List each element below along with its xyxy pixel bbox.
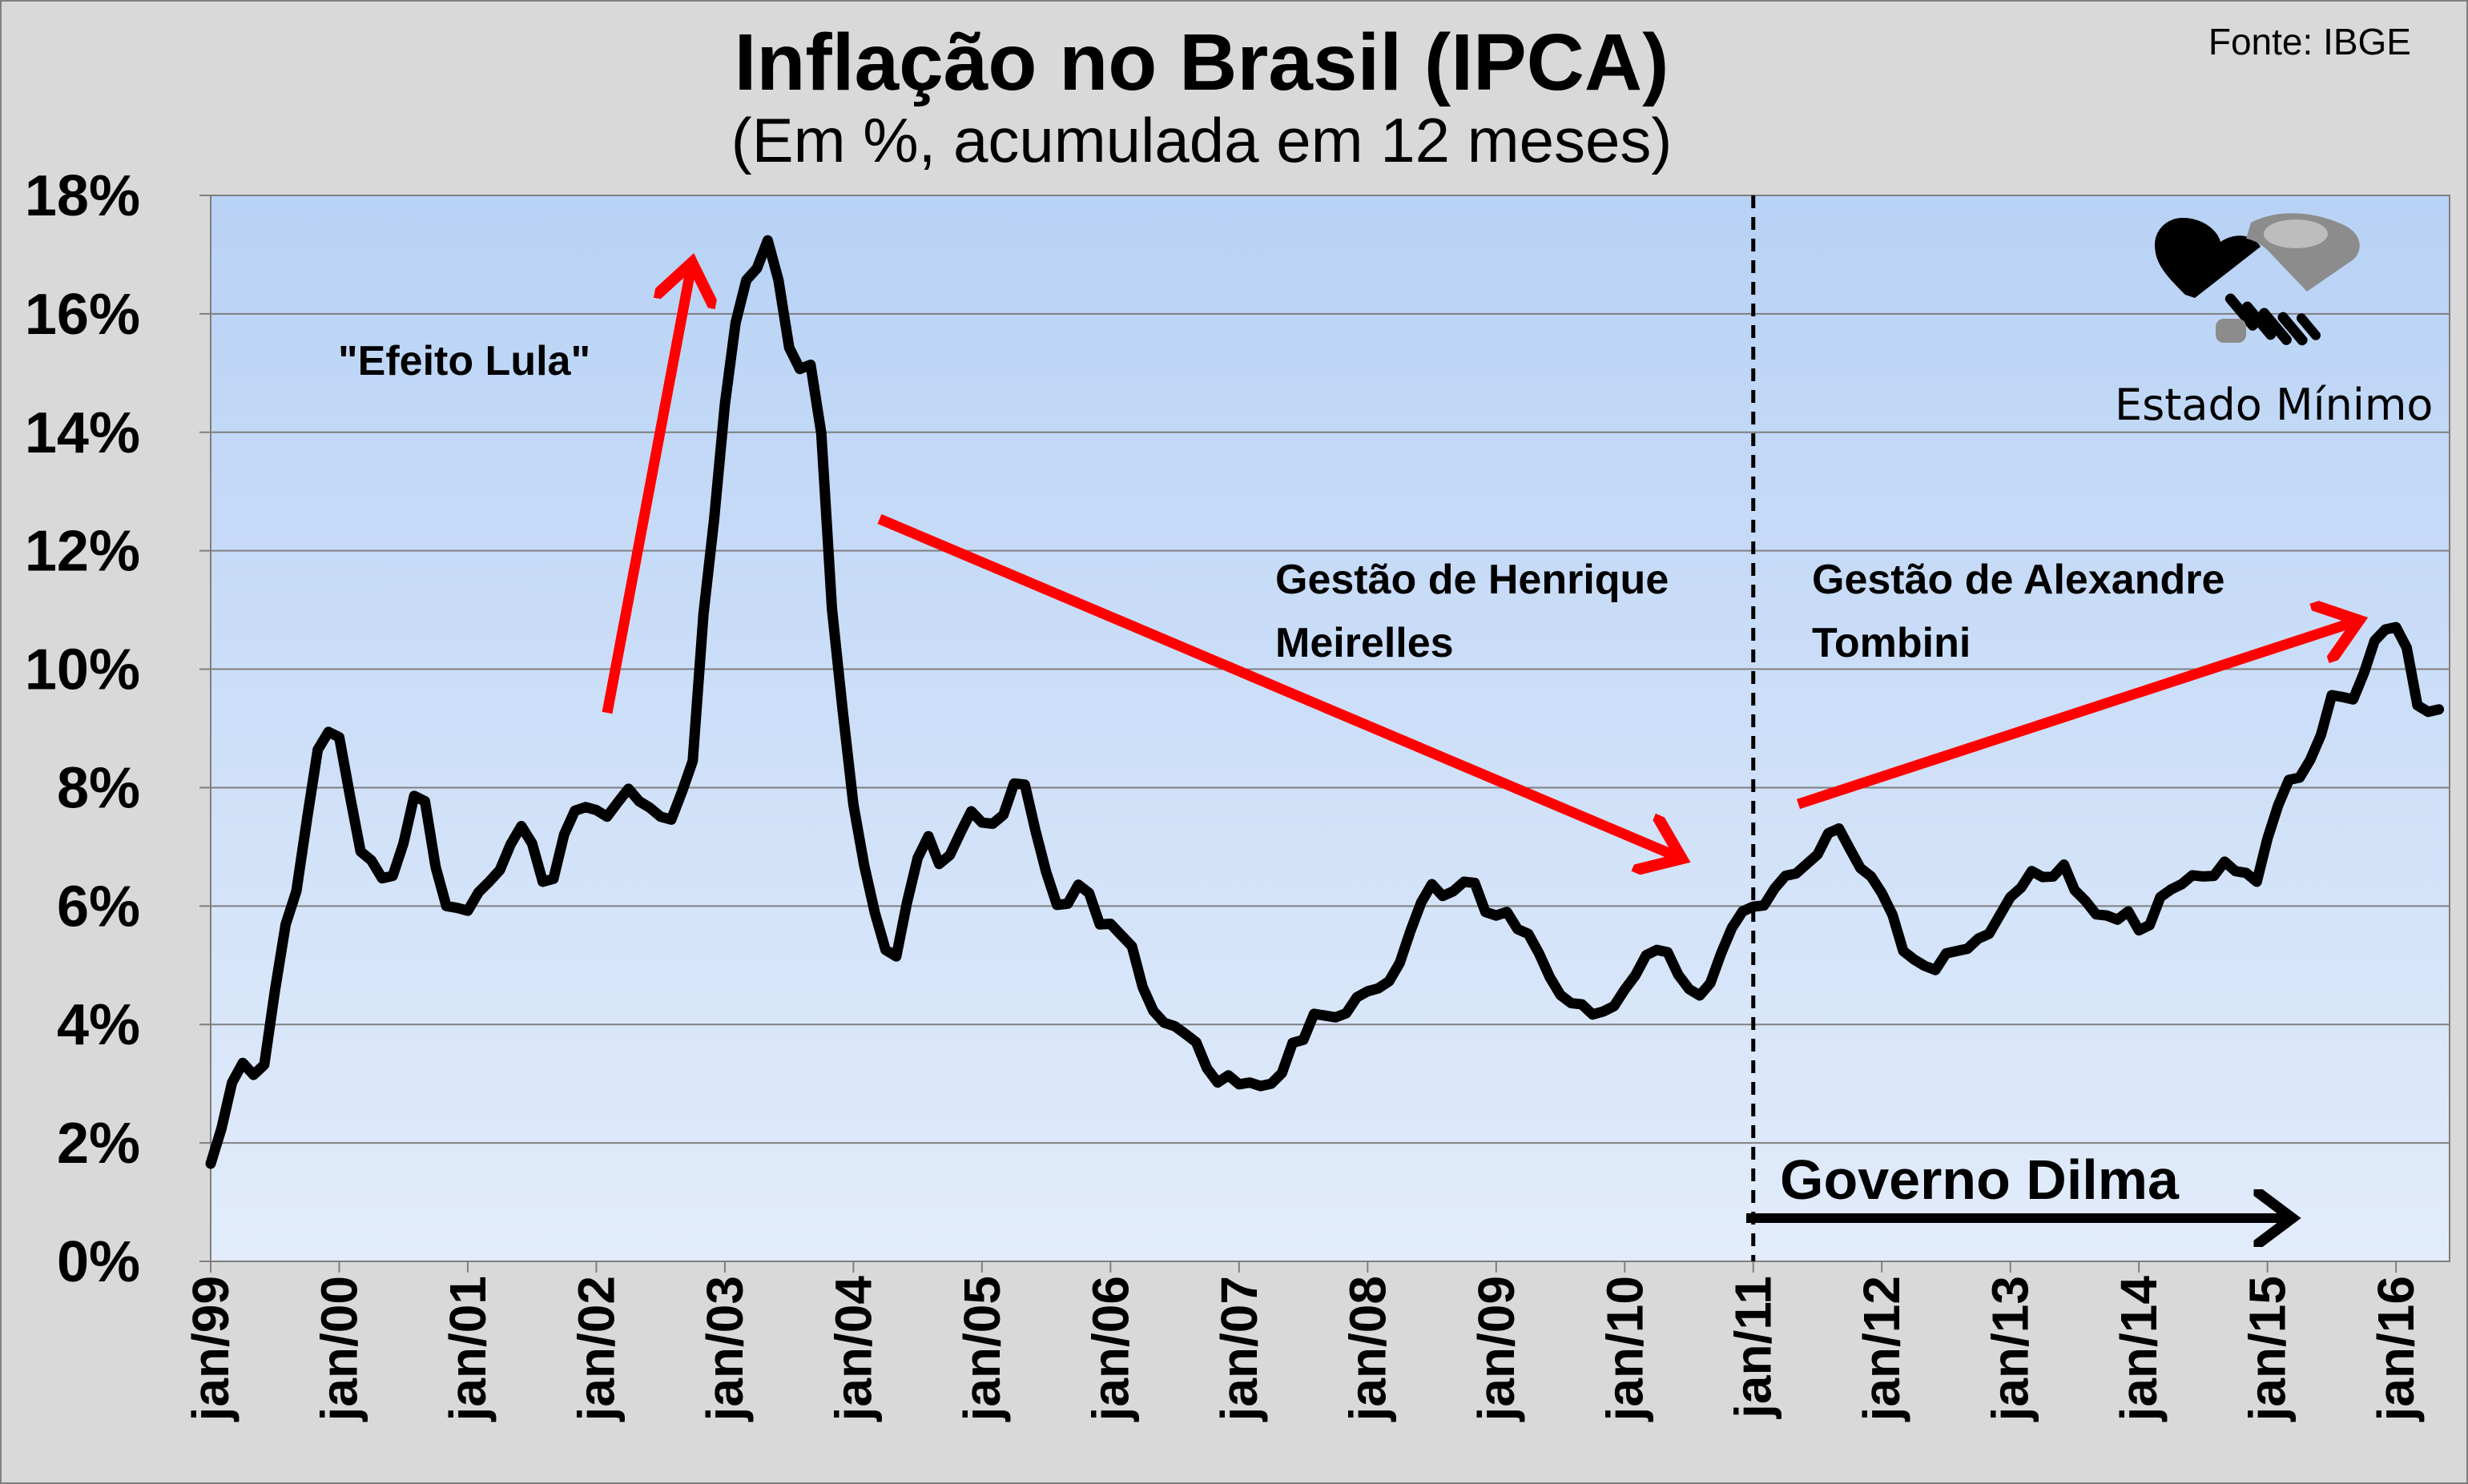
- x-tick-label: jan/01: [439, 1276, 497, 1422]
- y-tick-label: 12%: [25, 520, 140, 584]
- annotation-tombini-line2: Tombini: [1812, 620, 1971, 666]
- x-tick-label: jan/03: [696, 1276, 754, 1422]
- x-tick-label: jan/10: [1596, 1276, 1653, 1422]
- chart-subtitle: (Em %, acumulada em 12 meses): [731, 105, 1673, 175]
- y-tick-label: 0%: [57, 1230, 140, 1294]
- x-tick-label: jan/07: [1210, 1276, 1268, 1422]
- y-tick-label: 8%: [57, 756, 140, 820]
- x-tick-label: jan/04: [824, 1276, 882, 1422]
- x-tick-label: jan/13: [1982, 1276, 2039, 1422]
- x-tick-label: jan/00: [310, 1276, 368, 1422]
- estado-minimo-logo: Estado Mínimo: [2115, 213, 2433, 430]
- logo-text: Estado Mínimo: [2115, 380, 2433, 430]
- y-tick-label: 18%: [25, 164, 140, 228]
- x-tick-label: jan/11: [1725, 1276, 1782, 1419]
- x-tick-label: jan/09: [1468, 1276, 1525, 1422]
- y-tick-label: 14%: [25, 401, 140, 465]
- y-tick-label: 16%: [25, 283, 140, 347]
- arrow-meirelles: [877, 514, 1674, 855]
- x-tick-label: jan/02: [567, 1276, 625, 1422]
- x-tick-label: jan/99: [182, 1276, 240, 1422]
- grid-lines: [211, 312, 2450, 1144]
- x-tick-label: jan/12: [1853, 1276, 1910, 1422]
- plot-area: [210, 195, 2450, 1262]
- y-tick-label: 4%: [57, 993, 140, 1057]
- y-tick-label: 2%: [57, 1112, 140, 1176]
- annotation-meirelles-line2: Meirelles: [1275, 620, 1454, 666]
- arrow-efeito-lula: [602, 271, 690, 714]
- annotation-efeito-lula: "Efeito Lula": [338, 338, 590, 384]
- y-axis-ticks: 0% 2% 4% 6% 8% 10% 12% 14% 16% 18%: [25, 164, 211, 1294]
- y-tick-label: 10%: [25, 638, 140, 702]
- x-tick-label: jan/14: [2110, 1276, 2168, 1422]
- x-tick-label: jan/06: [1081, 1276, 1139, 1422]
- annotation-tombini-line1: Gestão de Alexandre: [1812, 557, 2224, 603]
- source-label: Fonte: IBGE: [2208, 21, 2411, 62]
- series-line-ipca: [205, 235, 2445, 1169]
- annotation-governo-dilma: Governo Dilma: [1780, 1148, 2180, 1211]
- x-tick-label: jan/16: [2367, 1276, 2425, 1422]
- handshake-icon: [2155, 213, 2360, 346]
- x-tick-label: jan/15: [2239, 1276, 2297, 1422]
- x-axis-ticks: jan/99 jan/00 jan/01 jan/02 jan/03 jan/04 jan/…: [182, 1261, 2425, 1422]
- annotation-meirelles-line1: Gestão de Henrique: [1275, 557, 1669, 603]
- arrow-tombini: [1796, 623, 2351, 810]
- x-tick-label: jan/08: [1339, 1276, 1396, 1422]
- x-tick-label: jan/05: [953, 1276, 1011, 1422]
- y-tick-label: 6%: [57, 875, 140, 939]
- chart-title: Inflação no Brasil (IPCA): [735, 18, 1669, 107]
